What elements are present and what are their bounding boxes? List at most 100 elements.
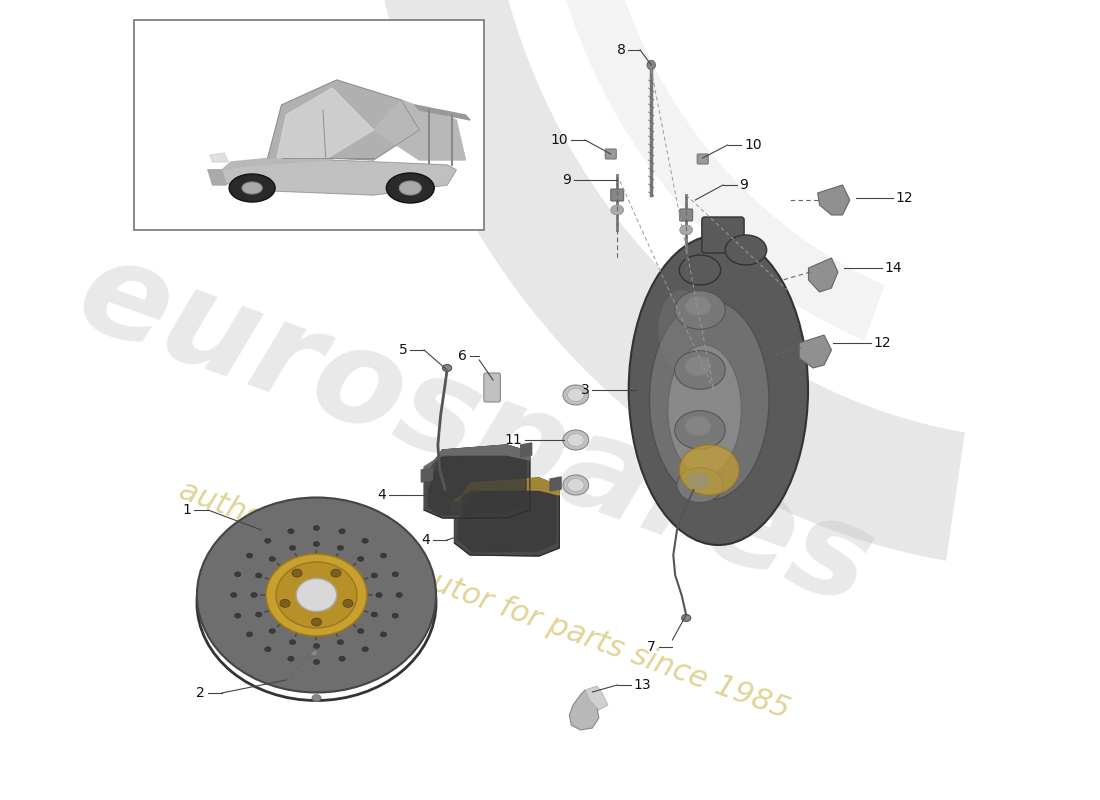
Polygon shape [570, 690, 598, 730]
Text: 10: 10 [551, 133, 569, 147]
Ellipse shape [392, 572, 398, 577]
Bar [134, 20, 484, 230]
Polygon shape [277, 88, 374, 158]
Ellipse shape [246, 632, 253, 637]
Ellipse shape [386, 173, 434, 203]
Ellipse shape [314, 643, 320, 649]
Ellipse shape [674, 290, 725, 330]
Ellipse shape [674, 350, 725, 390]
Polygon shape [550, 477, 561, 491]
Text: 10: 10 [744, 138, 761, 152]
Ellipse shape [234, 614, 241, 618]
Polygon shape [817, 185, 850, 215]
FancyBboxPatch shape [610, 189, 624, 201]
Ellipse shape [197, 498, 436, 693]
Ellipse shape [685, 416, 711, 436]
Ellipse shape [255, 573, 262, 578]
Ellipse shape [381, 632, 387, 637]
Ellipse shape [680, 255, 720, 285]
Polygon shape [451, 501, 462, 515]
Ellipse shape [610, 205, 624, 215]
Ellipse shape [629, 235, 808, 545]
Ellipse shape [568, 389, 584, 402]
Ellipse shape [563, 385, 589, 405]
Text: 1: 1 [183, 503, 191, 517]
Ellipse shape [371, 573, 377, 578]
Ellipse shape [231, 593, 236, 598]
Ellipse shape [279, 599, 290, 607]
Ellipse shape [270, 629, 275, 634]
Polygon shape [454, 478, 559, 508]
Ellipse shape [339, 529, 345, 534]
Ellipse shape [289, 640, 296, 645]
FancyBboxPatch shape [697, 154, 708, 164]
Ellipse shape [338, 640, 343, 645]
Ellipse shape [399, 181, 421, 195]
Polygon shape [364, 0, 965, 561]
Ellipse shape [668, 345, 741, 475]
Polygon shape [222, 155, 345, 170]
Text: 3: 3 [581, 383, 590, 397]
Ellipse shape [358, 629, 364, 634]
Text: 7: 7 [647, 640, 656, 654]
Text: 6: 6 [459, 349, 468, 363]
Ellipse shape [343, 599, 353, 607]
Text: 13: 13 [634, 678, 651, 692]
Ellipse shape [649, 300, 769, 500]
Text: 11: 11 [505, 433, 522, 447]
Ellipse shape [376, 593, 382, 598]
Ellipse shape [442, 365, 452, 371]
Ellipse shape [229, 174, 275, 202]
Ellipse shape [563, 430, 589, 450]
Polygon shape [208, 160, 456, 195]
Ellipse shape [685, 296, 711, 316]
Ellipse shape [392, 614, 398, 618]
Ellipse shape [396, 593, 403, 598]
Polygon shape [425, 445, 530, 475]
Ellipse shape [288, 529, 294, 534]
Text: 4: 4 [377, 488, 386, 502]
Polygon shape [208, 170, 227, 185]
Ellipse shape [292, 569, 302, 577]
Ellipse shape [362, 646, 369, 652]
Ellipse shape [362, 538, 369, 543]
Ellipse shape [265, 646, 271, 652]
FancyBboxPatch shape [484, 373, 500, 402]
Text: 9: 9 [562, 173, 571, 187]
Ellipse shape [255, 612, 262, 617]
Polygon shape [425, 445, 530, 518]
Ellipse shape [647, 61, 656, 70]
Polygon shape [520, 443, 531, 457]
Polygon shape [374, 100, 465, 160]
Ellipse shape [680, 225, 693, 235]
Text: 2: 2 [197, 686, 206, 700]
Polygon shape [421, 468, 432, 482]
Ellipse shape [381, 553, 387, 558]
Ellipse shape [234, 572, 241, 577]
Ellipse shape [338, 546, 343, 550]
Ellipse shape [563, 475, 589, 495]
Text: authorised distributor for parts since 1985: authorised distributor for parts since 1… [175, 476, 793, 724]
Ellipse shape [314, 542, 320, 546]
Ellipse shape [242, 182, 262, 194]
Ellipse shape [682, 614, 691, 622]
Ellipse shape [246, 553, 253, 558]
FancyBboxPatch shape [605, 149, 616, 159]
Ellipse shape [686, 472, 710, 490]
Text: 9: 9 [739, 178, 748, 192]
Ellipse shape [310, 650, 318, 656]
Polygon shape [585, 686, 608, 710]
Polygon shape [415, 105, 470, 120]
Ellipse shape [314, 659, 320, 665]
Ellipse shape [680, 445, 739, 495]
Polygon shape [210, 153, 228, 162]
Ellipse shape [659, 290, 705, 370]
Polygon shape [458, 488, 556, 552]
FancyBboxPatch shape [680, 209, 693, 221]
Ellipse shape [265, 538, 271, 543]
Text: 12: 12 [895, 191, 913, 205]
Polygon shape [429, 452, 526, 515]
Ellipse shape [674, 410, 725, 450]
Ellipse shape [288, 656, 294, 662]
Ellipse shape [331, 569, 341, 577]
